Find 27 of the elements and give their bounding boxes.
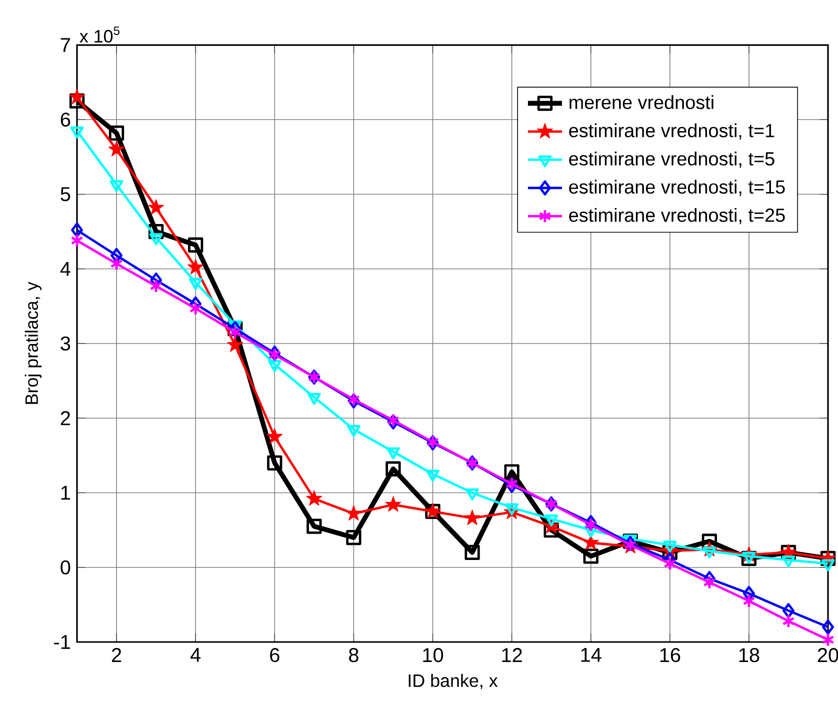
x-tick-label: 14 [581,648,602,662]
y-tick-label: 3 [60,336,70,351]
legend-label: estimirane vrednosti, t=25 [569,208,785,224]
x-tick-label: 4 [190,648,201,662]
legend-label: estimirane vrednosti, t=1 [569,123,774,140]
x-tick-label: 16 [660,648,680,662]
y-tick-label: 2 [60,411,70,426]
legend-label: estimirane vrednosti, t=5 [569,152,774,168]
x-tick-label: 6 [270,648,280,662]
y-tick-label: 6 [60,112,70,127]
x-tick-label: 18 [739,648,760,662]
y-tick-label: -1 [54,635,70,649]
y-tick-label: 5 [60,187,70,202]
y-tick-label: 0 [60,560,70,574]
x-tick-label: 20 [818,648,838,662]
x-tick-label: 10 [423,648,444,662]
y-tick-label: 4 [60,262,70,276]
x-tick-label: 8 [349,648,358,662]
legend-label: merene vrednosti [570,95,714,110]
legend-label: estimirane vrednosti, t=15 [569,180,785,196]
x-tick-label: 12 [502,648,522,662]
text: x 10$^{5}$ [80,26,120,43]
x-tick-label: 2 [112,648,122,662]
x-axis-title: ID banke, x [408,674,498,690]
y-tick-label: 7 [60,38,70,52]
y-tick-label: 1 [61,486,70,500]
y-axis-title: Broj pratilaca, y [24,282,42,404]
